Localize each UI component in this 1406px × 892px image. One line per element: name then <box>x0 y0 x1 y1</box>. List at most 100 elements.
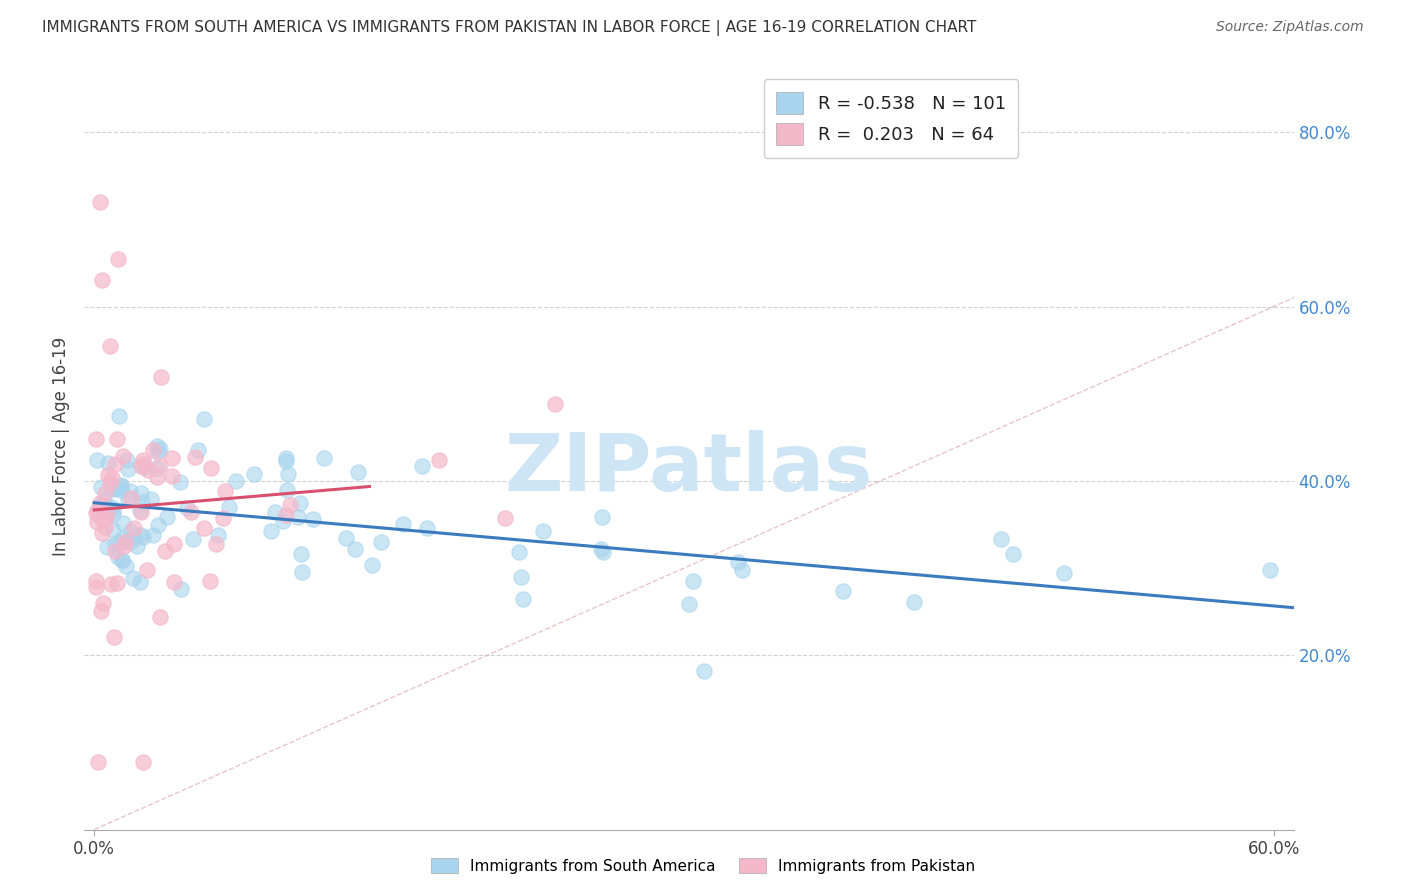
Point <box>163 537 186 551</box>
Point <box>225 475 247 489</box>
Point <box>117 492 139 507</box>
Point <box>1001 547 1024 561</box>
Point <box>104 480 127 494</box>
Point <box>110 479 132 493</box>
Point <box>181 532 204 546</box>
Point <box>335 531 357 545</box>
Point <box>104 457 127 471</box>
Point <box>90 604 112 618</box>
Point <box>163 574 186 589</box>
Point <box>543 396 565 410</box>
Point <box>290 547 312 561</box>
Point <box>105 576 128 591</box>
Point <box>142 443 165 458</box>
Y-axis label: In Labor Force | Age 16-19: In Labor Force | Age 16-19 <box>52 336 70 556</box>
Point <box>264 505 287 519</box>
Point <box>288 496 311 510</box>
Point <box>149 442 172 456</box>
Point <box>731 563 754 577</box>
Point <box>111 553 134 567</box>
Point <box>101 471 124 485</box>
Point <box>94 512 117 526</box>
Point <box>89 480 111 494</box>
Point <box>200 574 222 589</box>
Point <box>89 496 111 510</box>
Point <box>392 517 415 532</box>
Point <box>96 540 118 554</box>
Point <box>512 591 534 606</box>
Point <box>114 535 136 549</box>
Point <box>105 432 128 446</box>
Point <box>93 500 115 514</box>
Text: IMMIGRANTS FROM SOUTH AMERICA VS IMMIGRANTS FROM PAKISTAN IN LABOR FORCE | AGE 1: IMMIGRANTS FROM SOUTH AMERICA VS IMMIGRA… <box>42 20 977 36</box>
Point <box>260 524 283 538</box>
Point <box>110 553 132 567</box>
Point <box>111 532 134 546</box>
Point <box>86 452 108 467</box>
Point <box>115 453 138 467</box>
Point <box>97 468 120 483</box>
Point <box>131 504 153 518</box>
Point <box>278 498 301 512</box>
Point <box>103 631 125 645</box>
Point <box>149 370 172 384</box>
Point <box>291 565 314 579</box>
Point <box>218 500 240 515</box>
Point <box>107 534 129 549</box>
Point <box>682 574 704 588</box>
Point <box>93 597 115 611</box>
Point <box>193 411 215 425</box>
Point <box>277 467 299 481</box>
Point <box>100 500 122 515</box>
Point <box>193 521 215 535</box>
Text: Source: ZipAtlas.com: Source: ZipAtlas.com <box>1216 20 1364 34</box>
Point <box>287 510 309 524</box>
Point <box>100 576 122 591</box>
Point <box>132 457 155 471</box>
Point <box>589 541 612 556</box>
Point <box>361 558 384 573</box>
Point <box>107 550 129 565</box>
Point <box>136 563 159 577</box>
Point <box>110 483 132 497</box>
Point <box>112 539 135 553</box>
Point <box>508 544 530 558</box>
Point <box>104 537 127 551</box>
Point <box>86 515 108 529</box>
Point <box>243 467 266 482</box>
Point <box>903 595 925 609</box>
Point <box>146 439 169 453</box>
Point <box>169 475 191 489</box>
Point <box>274 508 297 523</box>
Point <box>91 273 114 287</box>
Point <box>1258 564 1281 578</box>
Point <box>103 523 125 537</box>
Point <box>120 491 142 505</box>
Point <box>120 483 142 498</box>
Point <box>98 476 121 491</box>
Point <box>153 544 176 558</box>
Point <box>149 458 172 472</box>
Point <box>98 339 121 353</box>
Point <box>187 442 209 457</box>
Point <box>531 524 554 539</box>
Point <box>91 525 114 540</box>
Point <box>727 555 749 569</box>
Point <box>180 505 202 519</box>
Point <box>132 460 155 475</box>
Text: ZIPatlas: ZIPatlas <box>505 430 873 508</box>
Point <box>129 528 152 542</box>
Point <box>131 458 153 473</box>
Point <box>990 532 1012 546</box>
Point <box>156 510 179 524</box>
Point <box>832 584 855 599</box>
Point <box>145 461 167 475</box>
Point <box>107 252 129 266</box>
Point <box>162 469 184 483</box>
Point <box>160 450 183 465</box>
Point <box>115 558 138 573</box>
Point <box>204 537 226 551</box>
Point <box>276 454 298 468</box>
Point <box>346 465 368 479</box>
Point <box>145 469 167 483</box>
